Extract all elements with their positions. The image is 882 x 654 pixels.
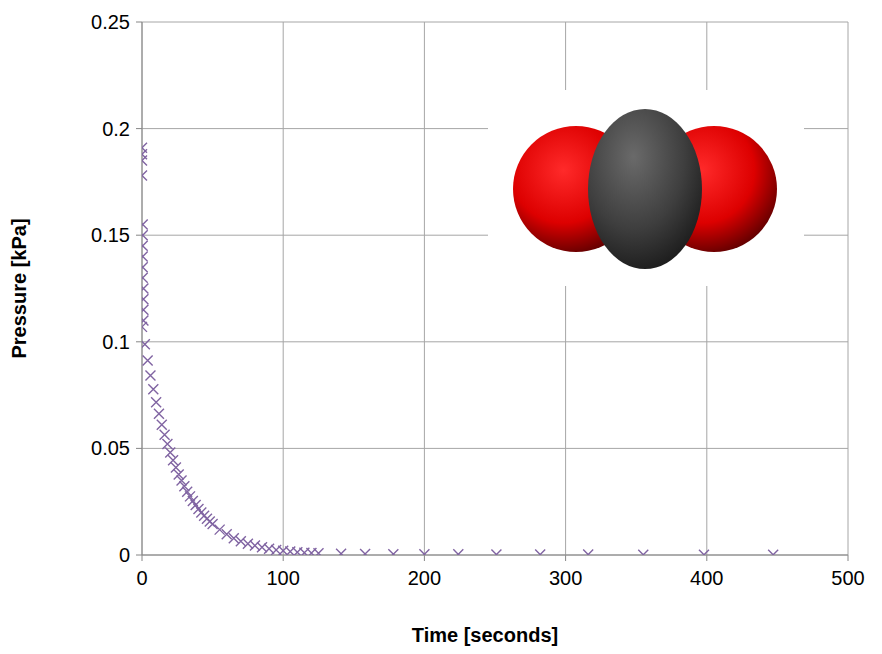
y-axis-title: Pressure [kPa] [8,218,30,358]
x-axis-title: Time [seconds] [412,624,558,646]
x-grid-line [283,22,284,555]
x-tick-label: 100 [267,567,300,589]
scatter-point [583,550,593,555]
scatter-point [142,294,148,304]
scatter-point [154,409,164,419]
scatter-point [142,262,148,272]
scatter-point [142,156,147,166]
scatter-point [179,481,189,491]
y-grid-line [142,448,848,449]
scatter-point [160,430,170,440]
scatter-point [142,171,147,181]
scatter-series [142,143,778,555]
scatter-point [142,241,148,251]
scatter-point [236,536,246,546]
grid [136,22,848,561]
x-tick-label: 500 [831,567,864,589]
x-tick [142,555,143,561]
x-tick-label: 400 [690,567,723,589]
x-tick-label: 300 [549,567,582,589]
scatter-point [491,550,501,555]
scatter-point [243,539,253,549]
scatter-point [208,519,218,529]
x-grid-line [848,22,849,555]
scatter-point [419,549,429,555]
scatter-point [151,397,161,407]
scatter-point [768,550,778,555]
x-tick [706,555,707,561]
y-tick-label: 0.15 [91,224,130,246]
scatter-point [388,549,398,555]
x-tick-label: 0 [136,567,147,589]
x-tick-label: 200 [408,567,441,589]
scatter-point [314,548,324,555]
scatter-point [165,447,175,457]
scatter-point [142,284,148,294]
scatter-point [638,550,648,555]
scatter-point [336,549,346,555]
molecule-background [488,90,804,286]
scatter-point [157,420,167,430]
scatter-point [142,273,148,283]
y-tick [136,555,142,556]
y-grid-line [142,341,848,342]
scatter-point [453,549,463,555]
carbon-atom [588,109,702,269]
scatter-point [257,542,267,552]
y-tick-label: 0.25 [91,11,130,33]
y-tick-label: 0.1 [102,331,130,353]
scatter-point [250,541,260,551]
scatter-point [535,550,545,555]
y-tick [136,235,142,236]
y-tick [136,128,142,129]
y-tick [136,448,142,449]
y-axis [142,22,143,555]
scatter-point [360,549,370,555]
x-grid-line [142,22,143,555]
scatter-point [142,322,147,332]
y-tick [136,341,142,342]
chart: 0 100 200 300 400 500 0 0.05 0.1 0.15 0.2 0.25 Time … [0,0,882,654]
scatter-point [264,544,274,554]
x-tick [565,555,566,561]
scatter-point [162,439,172,449]
scatter-point [143,356,153,366]
x-grid-line [424,22,425,555]
scatter-point [142,230,148,240]
y-tick-label: 0.05 [91,437,130,459]
x-tick [848,555,849,561]
scatter-point [145,370,155,380]
x-tick [283,555,284,561]
scatter-point [148,384,158,394]
y-tick-label: 0 [119,544,130,566]
scatter-point [699,550,709,555]
x-tick [424,555,425,561]
scatter-point [142,220,148,230]
scatter-point [142,305,148,315]
scatter-point [142,252,148,262]
y-grid-line [142,22,848,23]
co2-molecule [488,90,804,286]
scatter-point [215,525,225,535]
y-tick-label: 0.2 [102,118,130,140]
scatter-point [142,339,150,349]
y-tick [136,22,142,23]
